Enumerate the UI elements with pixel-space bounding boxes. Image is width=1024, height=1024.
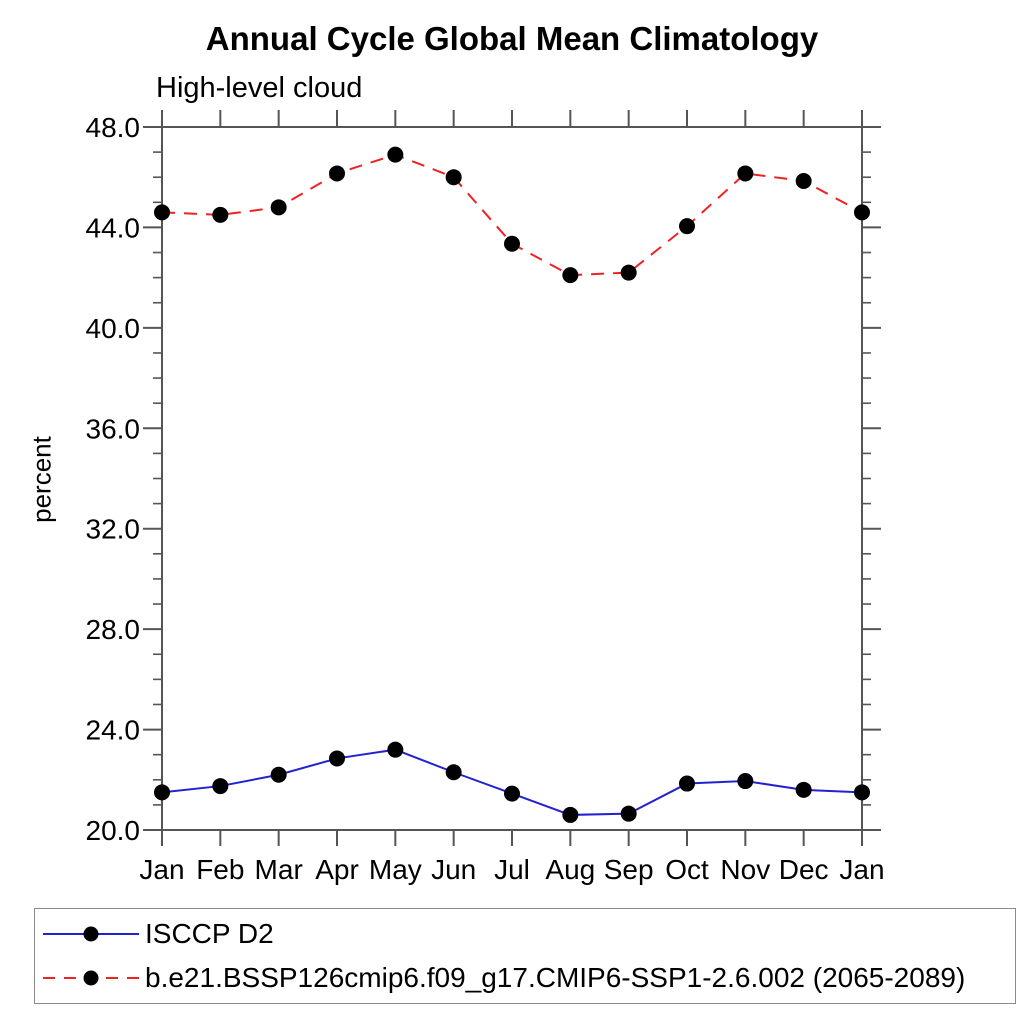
data-point-marker [795,172,812,189]
data-point-marker [270,199,287,216]
x-tick-label: Jan [139,854,184,885]
data-point-marker [387,741,404,758]
chart-subtitle: High-level cloud [156,72,363,104]
data-point-marker [737,165,754,182]
legend: ISCCP D2 b.e21.BSSP126cmip6.f09_g17.CMIP… [34,908,1016,1004]
legend-line-sample-dashed [43,970,139,986]
x-tick-label: Jan [839,854,884,885]
x-tick-label: Feb [196,854,244,885]
y-tick-label: 36.0 [86,413,141,444]
data-point-marker [679,775,695,792]
data-point-marker [620,805,637,822]
data-point-marker [679,218,695,235]
y-tick-label: 28.0 [86,614,141,645]
y-tick-label: 32.0 [86,514,141,545]
x-tick-label: Jul [494,854,530,885]
x-tick-label: Dec [779,854,829,885]
chart-title: Annual Cycle Global Mean Climatology [205,20,819,57]
legend-marker-dot [83,970,99,986]
data-point-marker [445,764,462,781]
legend-line-sample-solid [43,926,139,942]
data-point-marker [270,766,287,783]
data-point-marker [504,785,520,802]
y-tick-label: 48.0 [86,112,141,143]
y-tick-label: 40.0 [86,313,141,344]
data-point-marker [212,206,229,223]
series-line-1 [161,153,863,277]
y-tick-label: 20.0 [86,815,141,846]
legend-item-model: b.e21.BSSP126cmip6.f09_g17.CMIP6-SSP1-2.… [35,958,1015,998]
data-point-marker [212,778,229,795]
x-tick-label: Jun [431,854,476,885]
data-point-marker [854,784,870,801]
data-point-marker [620,264,637,281]
x-tick-label: May [369,854,422,885]
data-point-marker [795,781,812,798]
legend-label-model: b.e21.BSSP126cmip6.f09_g17.CMIP6-SSP1-2.… [145,962,966,994]
legend-item-isccp: ISCCP D2 [35,914,1015,954]
legend-marker-dot [83,926,99,942]
series-line-0 [161,748,863,816]
data-point-marker [329,165,345,182]
x-tick-label: Sep [604,854,654,885]
data-point-marker [562,267,579,284]
data-point-marker [504,235,520,252]
data-point-marker [387,146,404,163]
x-tick-label: Oct [665,854,709,885]
data-point-marker [154,784,170,801]
x-tick-label: Nov [720,854,770,885]
y-tick-label: 44.0 [86,212,141,243]
data-point-marker [329,750,345,767]
x-tick-label: Mar [255,854,303,885]
data-point-marker [154,204,170,221]
y-tick-label: 24.0 [86,715,141,746]
data-point-marker [854,204,870,221]
plot-frame [161,126,863,831]
data-point-marker [445,169,462,186]
x-tick-label: Apr [315,854,359,885]
x-tick-label: Aug [545,854,595,885]
data-point-marker [562,806,579,823]
legend-label-isccp: ISCCP D2 [145,917,274,949]
data-point-marker [737,773,754,790]
